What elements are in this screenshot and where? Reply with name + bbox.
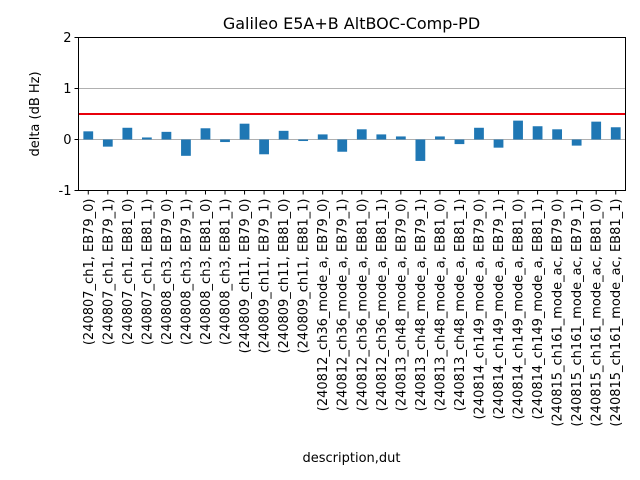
bar	[435, 136, 445, 140]
y-tick-label: 0	[63, 133, 71, 148]
x-tick-label: (240807_ch1, EB79_1)	[101, 199, 116, 346]
x-tick-label: (240807_ch1, EB81_0)	[121, 199, 136, 346]
x-tick-label: (240815_ch161_mode_ac, EB79_1)	[570, 199, 585, 427]
x-tick-label: (240815_ch161_mode_ac, EB79_0)	[551, 199, 566, 427]
y-axis: -1 0 1 2	[59, 31, 79, 199]
x-tick-label: (240807_ch1, EB81_1)	[140, 199, 155, 346]
x-tick-label: (240808_ch3, EB79_0)	[160, 199, 175, 346]
bar	[532, 126, 543, 140]
bar	[493, 139, 504, 148]
y-tick-label: 2	[63, 31, 71, 46]
x-tick-label: (240812_ch36_mode_a, EB79_1)	[336, 199, 351, 412]
x-tick-label: (240813_ch48_mode_a, EB81_1)	[453, 199, 468, 412]
bar	[141, 137, 152, 140]
y-axis-label: delta (dB Hz)	[28, 71, 43, 156]
x-tick-label: (240813_ch48_mode_a, EB79_0)	[394, 199, 409, 412]
bar	[83, 131, 94, 140]
bar	[513, 120, 523, 140]
bar	[239, 123, 250, 140]
bar	[220, 139, 230, 143]
x-tick-label: (240814_ch149_mode_a, EB81_0)	[512, 199, 527, 420]
x-tick-label: (240808_ch3, EB81_1)	[219, 199, 234, 346]
bar	[161, 131, 172, 140]
x-tick-label: (240814_ch149_mode_a, EB79_0)	[472, 199, 487, 420]
bars	[83, 120, 621, 161]
x-tick-label: (240815_ch161_mode_ac, EB81_1)	[609, 199, 624, 427]
chart-title: Galileo E5A+B AltBOC-Comp-PD	[223, 14, 480, 33]
bar	[102, 139, 113, 147]
x-axis-label: description,dut	[302, 451, 400, 466]
bar	[591, 121, 602, 140]
x-tick-label: (240809_ch11, EB79_0)	[238, 199, 253, 354]
bar	[415, 139, 426, 161]
plot-frame	[78, 37, 626, 191]
bar	[454, 139, 465, 145]
y-tick-label: 1	[63, 82, 71, 97]
bar	[474, 127, 484, 140]
x-tick-label: (240814_ch149_mode_a, EB81_1)	[531, 199, 546, 420]
bar	[571, 139, 582, 146]
bar	[610, 127, 621, 140]
bar	[200, 128, 211, 140]
bar	[395, 136, 406, 140]
x-tick-label: (240808_ch3, EB79_1)	[179, 199, 194, 346]
bar	[298, 139, 309, 142]
bar	[278, 130, 289, 140]
x-tick-label: (240809_ch11, EB81_1)	[297, 199, 312, 354]
bar	[317, 134, 328, 140]
x-tick-label: (240813_ch48_mode_a, EB81_0)	[433, 199, 448, 412]
bar	[337, 139, 348, 152]
x-tick-label: (240812_ch36_mode_a, EB81_0)	[355, 199, 370, 412]
bar	[181, 139, 191, 156]
x-tick-label: (240808_ch3, EB81_0)	[199, 199, 214, 346]
bar	[259, 139, 269, 155]
x-tick-label: (240812_ch36_mode_a, EB81_1)	[375, 199, 390, 412]
x-axis: (240807_ch1, EB79_0) (240807_ch1, EB79_1)…	[82, 190, 624, 427]
x-tick-label: (240809_ch11, EB79_1)	[258, 199, 273, 354]
bar	[552, 129, 563, 140]
x-tick-label: (240812_ch36_mode_a, EB79_0)	[316, 199, 331, 412]
x-tick-label: (240813_ch48_mode_a, EB79_1)	[414, 199, 429, 412]
bar	[122, 127, 133, 140]
x-tick-label: (240807_ch1, EB79_0)	[82, 199, 97, 346]
x-tick-label: (240809_ch11, EB81_0)	[277, 199, 292, 354]
y-tick-label: -1	[59, 184, 72, 199]
x-tick-label: (240815_ch161_mode_ac, EB81_0)	[590, 199, 605, 427]
x-tick-label: (240814_ch149_mode_a, EB79_1)	[492, 199, 507, 420]
bar	[356, 129, 367, 140]
bar	[376, 134, 387, 140]
